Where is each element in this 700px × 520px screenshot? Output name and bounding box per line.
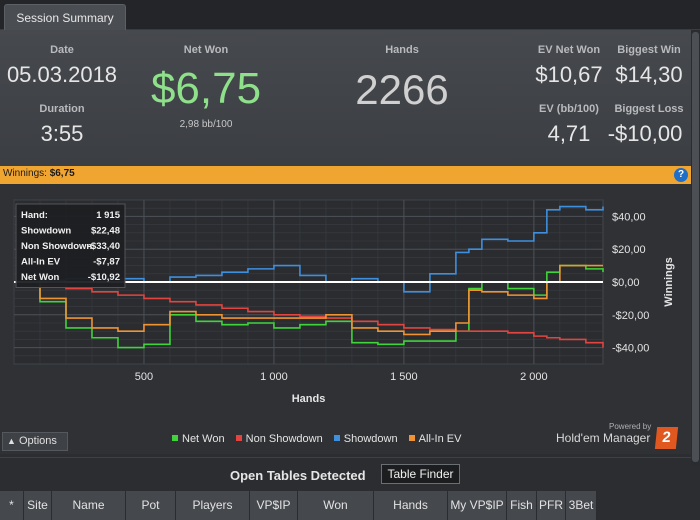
vertical-scrollbar[interactable] xyxy=(691,30,700,466)
date-value: 05.03.2018 xyxy=(6,62,118,87)
legend-label: Showdown xyxy=(343,433,398,445)
series-line-all-in-ev xyxy=(14,264,603,336)
legend-swatch xyxy=(408,435,415,441)
ev-net-won-value: $10,67 xyxy=(535,62,603,87)
hands-label: Hands xyxy=(385,44,419,56)
column-header-3bet[interactable]: 3Bet xyxy=(566,491,597,520)
column-header-fish[interactable]: Fish xyxy=(507,491,537,520)
x-tick-label: 1 500 xyxy=(390,371,418,383)
legend-all-in-ev[interactable]: All-In EV xyxy=(408,433,462,445)
tooltip-label: Non Showdown xyxy=(21,241,92,252)
column-header-players[interactable]: Players xyxy=(176,491,250,520)
column-header-won[interactable]: Won xyxy=(298,491,374,520)
winnings-chart-area: $40,00 $20,00 $0,00 -$20,00 -$40,00 500 1 000 1… xyxy=(0,184,700,454)
column-header-vpip[interactable]: VP$IP xyxy=(250,491,298,520)
tab-strip: Session Summary xyxy=(0,0,700,31)
tooltip-label: All-In EV xyxy=(21,257,61,268)
x-axis-label: Hands xyxy=(292,393,326,405)
x-tick-label: 2 000 xyxy=(520,371,548,383)
chevron-up-icon: ▲ xyxy=(7,436,16,446)
net-won-label: Net Won xyxy=(183,44,229,56)
help-icon[interactable]: ? xyxy=(674,168,688,182)
column-header-pfr[interactable]: PFR xyxy=(537,491,566,520)
x-tick-label: 1 000 xyxy=(260,371,288,383)
y-tick-label: $0,00 xyxy=(612,277,640,289)
tooltip-label: Showdown xyxy=(21,226,71,237)
x-tick-label: 500 xyxy=(135,371,153,383)
date-label: Date xyxy=(50,44,74,56)
tooltip-value: -$33,40 xyxy=(88,241,120,252)
y-tick-label: -$40,00 xyxy=(612,343,649,355)
column-header-my-vpip[interactable]: My VP$IP xyxy=(448,491,507,520)
powered-by-text: Powered by xyxy=(609,422,652,431)
tooltip-label: Hand: xyxy=(21,210,48,221)
biggest-loss-label: Biggest Loss xyxy=(614,103,684,115)
tab-session-summary[interactable]: Session Summary xyxy=(4,4,126,31)
summary-panel: Date 05.03.2018 Duration 3:55 Net Won $6… xyxy=(0,30,700,166)
series-line-net-won xyxy=(14,264,604,349)
holdem-manager-logo: Hold'em Manager xyxy=(556,431,651,445)
legend-swatch xyxy=(333,435,340,441)
options-button[interactable]: ▲ Options xyxy=(2,432,68,451)
duration-label: Duration xyxy=(39,103,85,115)
tooltip-box xyxy=(15,203,126,288)
duration-value: 3:55 xyxy=(40,121,84,146)
legend-swatch xyxy=(172,435,178,441)
column-header-star[interactable]: * xyxy=(0,491,24,520)
options-label: Options xyxy=(18,435,57,447)
hands-value: 2266 xyxy=(355,66,449,113)
column-header-site[interactable]: Site xyxy=(24,491,52,520)
y-axis-label: Winnings xyxy=(663,257,675,306)
ev-bb100-value: 4,71 xyxy=(547,121,591,146)
y-tick-label: $40,00 xyxy=(612,211,646,223)
open-tables-title: Open Tables Detected xyxy=(230,468,366,483)
ev-net-won-label: EV Net Won xyxy=(537,44,601,56)
table-finder-button[interactable]: Table Finder xyxy=(381,464,460,484)
legend-label: All-In EV xyxy=(418,433,462,445)
legend-label: Non Showdown xyxy=(245,433,323,445)
legend-showdown[interactable]: Showdown xyxy=(333,433,398,445)
winnings-value: $6,75 xyxy=(49,168,75,179)
ev-bb100-label: EV (bb/100) xyxy=(539,103,599,115)
tooltip-value: -$7,87 xyxy=(93,257,120,268)
winnings-chart[interactable]: $40,00 $20,00 $0,00 -$20,00 -$40,00 500 1 000 1… xyxy=(0,184,700,424)
winnings-bar: Winnings: $6,75 ? xyxy=(0,166,700,184)
biggest-win-value: $14,30 xyxy=(615,62,683,87)
hm2-badge-icon: 2 xyxy=(654,427,679,449)
column-header-name[interactable]: Name xyxy=(52,491,126,520)
legend-label: Net Won xyxy=(182,433,225,445)
net-won-value: $6,75 xyxy=(150,64,262,113)
y-tick-label: -$20,00 xyxy=(612,310,649,322)
biggest-loss-value: -$10,00 xyxy=(607,121,683,146)
column-header-hands[interactable]: Hands xyxy=(374,491,448,520)
winnings-label: Winnings: xyxy=(3,168,47,179)
legend-swatch xyxy=(235,435,242,441)
scrollbar-thumb[interactable] xyxy=(692,32,699,462)
net-won-bb100: 2,98 bb/100 xyxy=(179,119,233,130)
tooltip-value: $22,48 xyxy=(91,226,120,237)
tooltip-label: Net Won xyxy=(21,272,60,283)
biggest-win-label: Biggest Win xyxy=(617,44,681,56)
chart-legend: Net Won Non Showdown Showdown All-In EV xyxy=(172,433,469,447)
open-tables-header xyxy=(0,457,700,491)
winnings-text: Winnings: $6,75 xyxy=(3,168,75,179)
y-tick-label: $20,00 xyxy=(612,244,646,256)
tooltip-value: 1 915 xyxy=(96,210,120,221)
column-header-pot[interactable]: Pot xyxy=(126,491,176,520)
tooltip-value: -$10,92 xyxy=(88,272,120,283)
legend-net-won[interactable]: Net Won xyxy=(172,433,225,445)
legend-non-showdown[interactable]: Non Showdown xyxy=(235,433,323,445)
